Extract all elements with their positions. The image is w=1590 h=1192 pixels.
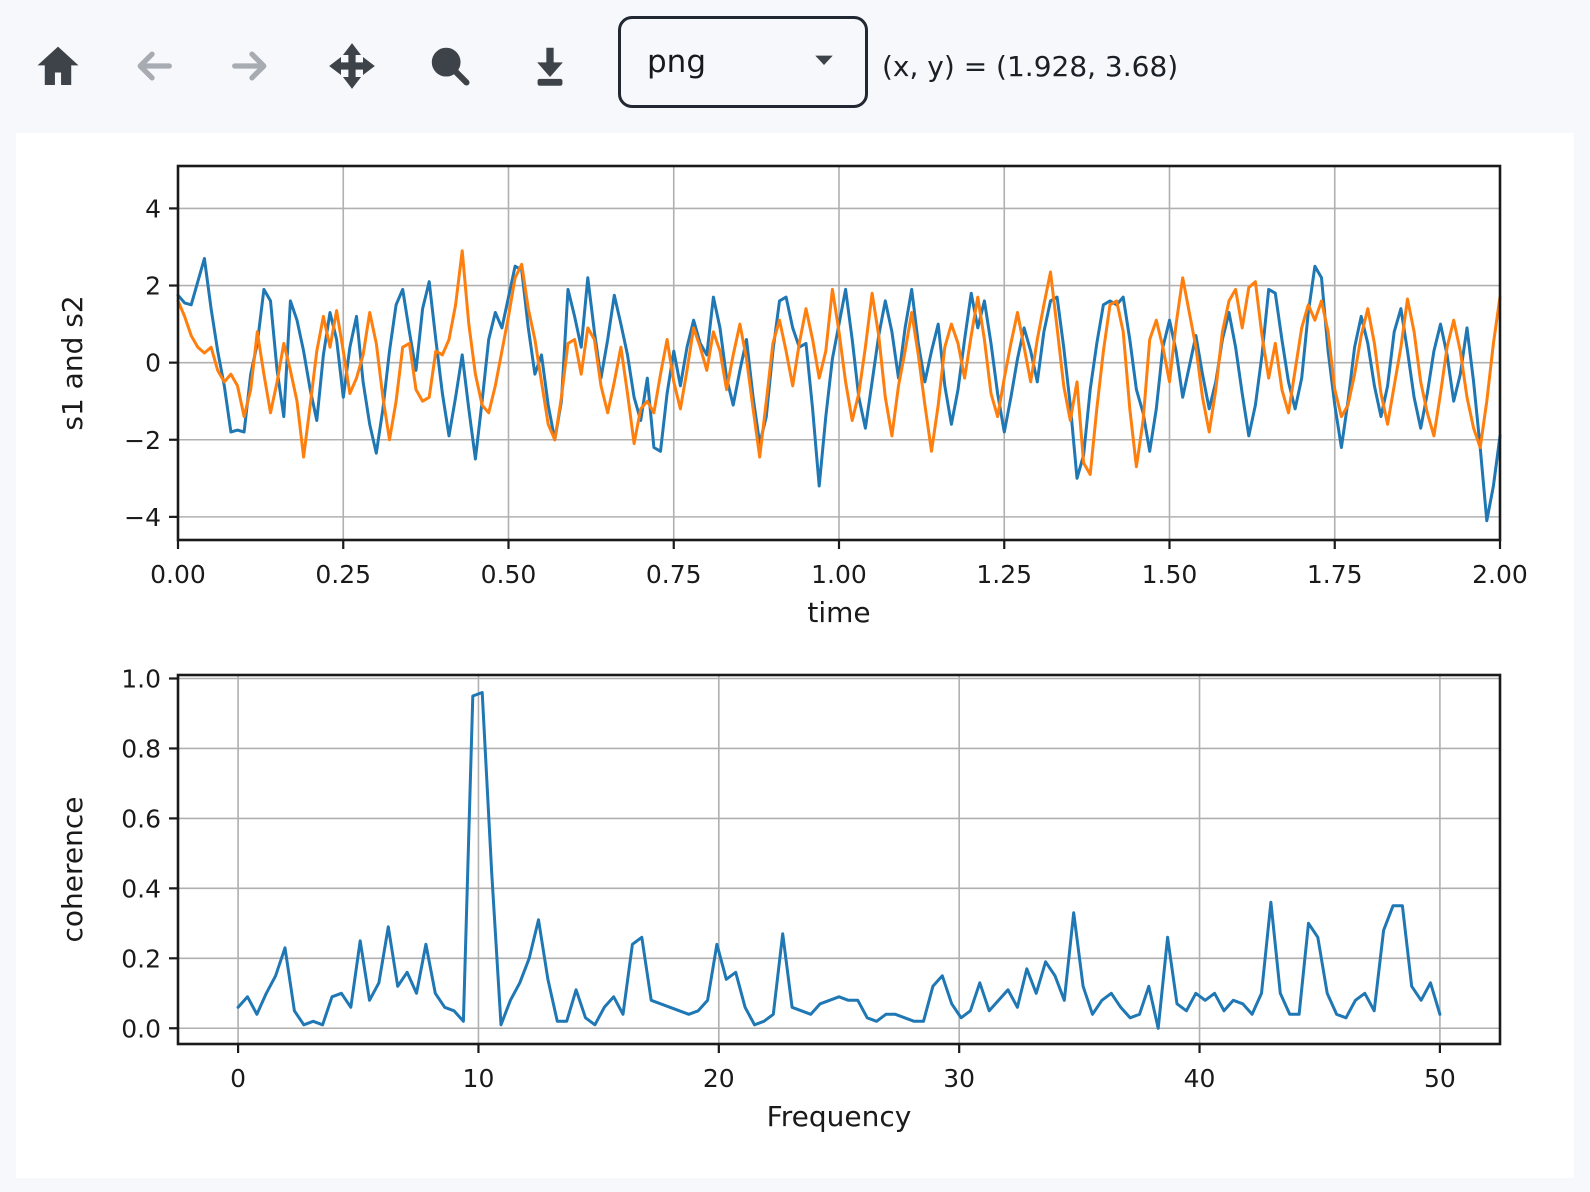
arrow-left-icon xyxy=(131,43,177,89)
y-tick-label: 1.0 xyxy=(121,664,161,693)
download-button[interactable] xyxy=(522,38,578,94)
coherence-plot[interactable]: 0 10 20 30 40 50 0.0 0.2 0.4 0.6 0.8 1.0 Frequency co… xyxy=(56,664,1502,1133)
chevron-down-icon xyxy=(809,45,839,79)
figure-canvas[interactable]: 0.00 0.25 0.50 0.75 1.00 1.25 1.50 1.75 2.00 −4 −2… xyxy=(16,133,1574,1178)
x-tick-label: 30 xyxy=(943,1064,975,1093)
series-line-s2 xyxy=(176,249,1502,476)
series-line-coherence xyxy=(236,691,1442,1030)
x-tick-label: 0 xyxy=(230,1064,246,1093)
arrow-right-icon xyxy=(227,43,273,89)
zoom-button[interactable] xyxy=(422,38,478,94)
x-tick-label: 10 xyxy=(463,1064,495,1093)
y-axis-label: s1 and s2 xyxy=(56,295,89,430)
y-tick-label: 0.0 xyxy=(121,1014,161,1043)
home-button[interactable] xyxy=(30,38,86,94)
x-axis-label: Frequency xyxy=(767,1100,912,1133)
x-tick-label: 20 xyxy=(703,1064,735,1093)
pan-button[interactable] xyxy=(324,38,380,94)
y-tick-label: −2 xyxy=(124,426,161,455)
x-tick-label: 1.00 xyxy=(811,560,867,589)
x-tick-label: 1.75 xyxy=(1307,560,1363,589)
x-tick-label: 50 xyxy=(1424,1064,1456,1093)
x-tick-label: 40 xyxy=(1184,1064,1216,1093)
download-icon xyxy=(527,43,573,89)
format-select-value: png xyxy=(647,44,707,80)
x-tick-label: 1.25 xyxy=(976,560,1032,589)
y-tick-label: 0.6 xyxy=(121,804,161,833)
x-tick-label: 0.75 xyxy=(646,560,702,589)
y-tick-label: 0.8 xyxy=(121,734,161,763)
x-tick-label: 0.00 xyxy=(150,560,206,589)
y-tick-label: 0.4 xyxy=(121,874,161,903)
back-button[interactable] xyxy=(126,38,182,94)
time-series-plot[interactable]: 0.00 0.25 0.50 0.75 1.00 1.25 1.50 1.75 2.00 −4 −2… xyxy=(56,164,1528,629)
x-tick-label: 2.00 xyxy=(1472,560,1528,589)
figure-toolbar: png (x, y) = (1.928, 3.68) xyxy=(0,0,1590,133)
y-tick-label: 4 xyxy=(145,194,161,223)
x-axis-label: time xyxy=(807,596,870,629)
y-tick-label: 0.2 xyxy=(121,944,161,973)
y-axis-label: coherence xyxy=(56,797,89,943)
figure-svg: 0.00 0.25 0.50 0.75 1.00 1.25 1.50 1.75 2.00−4−2… xyxy=(56,164,1528,1133)
y-tick-label: 2 xyxy=(145,272,161,301)
y-tick-label: −4 xyxy=(124,503,161,532)
home-icon xyxy=(35,43,81,89)
forward-button[interactable] xyxy=(222,38,278,94)
format-select[interactable]: png xyxy=(618,16,868,108)
coordinate-readout: (x, y) = (1.928, 3.68) xyxy=(882,50,1179,83)
x-tick-label: 0.25 xyxy=(315,560,371,589)
x-tick-label: 1.50 xyxy=(1142,560,1198,589)
x-tick-label: 0.50 xyxy=(481,560,537,589)
pan-arrows-icon xyxy=(328,42,376,90)
zoom-plus-icon xyxy=(427,43,473,89)
y-tick-label: 0 xyxy=(145,349,161,378)
axis-spine xyxy=(176,673,1502,1046)
